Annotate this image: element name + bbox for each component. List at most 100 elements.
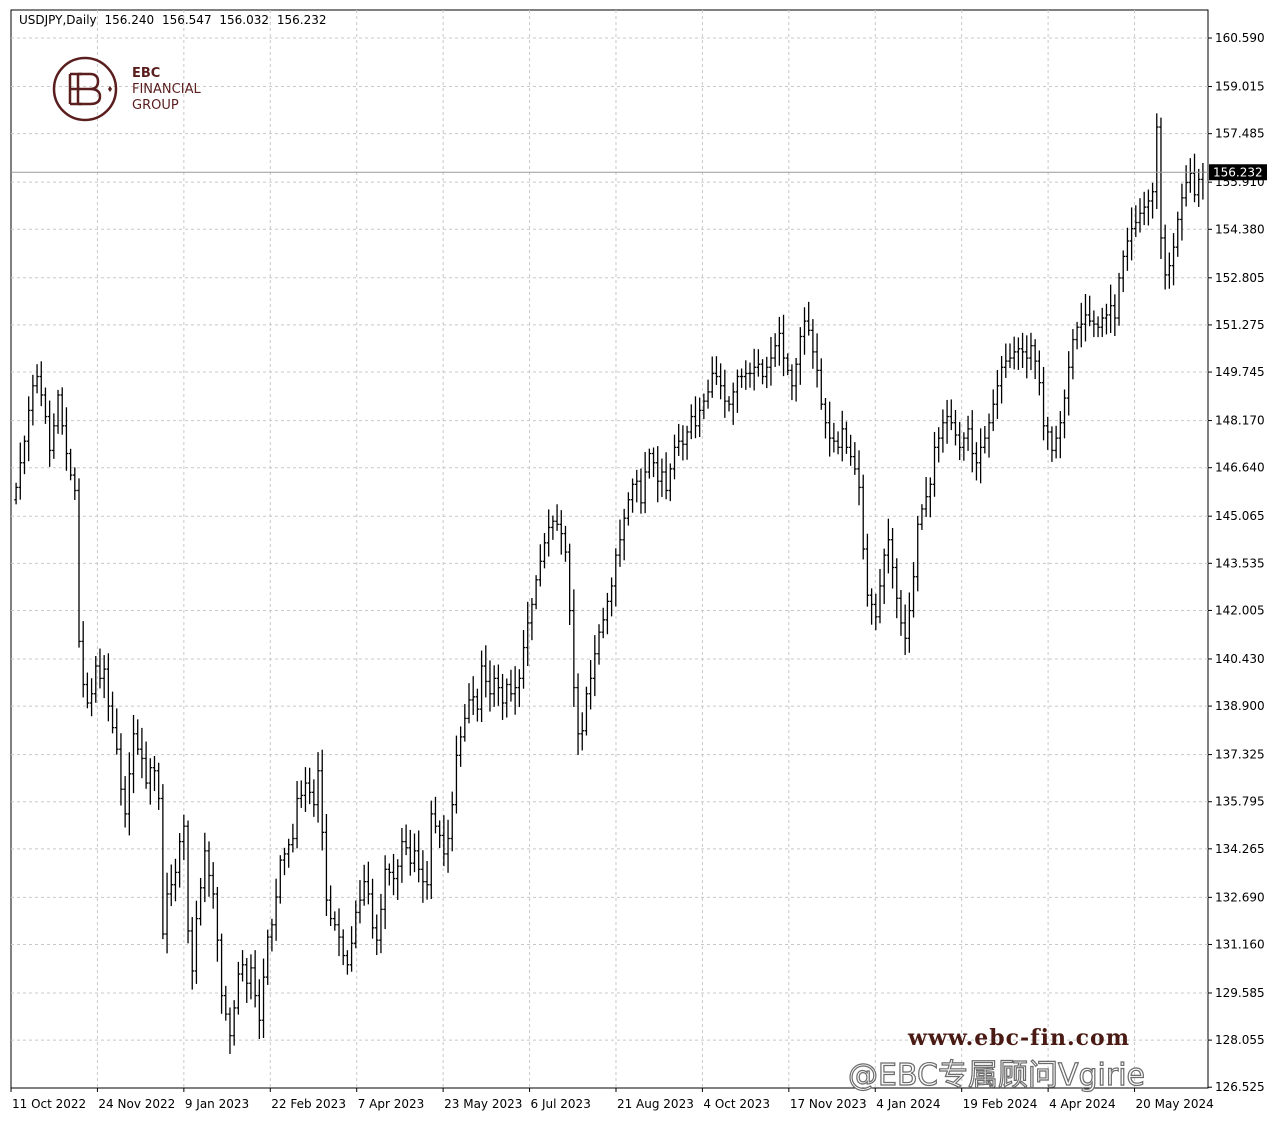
x-tick-label: 20 May 2024 (1136, 1097, 1214, 1111)
plot-frame (10, 9, 1209, 1089)
current-price-label: 156.232 (1213, 165, 1263, 179)
ohlc-bar (328, 885, 333, 927)
ohlc-bar (1037, 350, 1042, 396)
ohlc-bar (1050, 426, 1054, 462)
ohlc-bar (626, 492, 631, 526)
ohlc-bar (1062, 389, 1067, 439)
y-tick-label: 157.485 (1215, 127, 1265, 141)
ohlc-bar (152, 755, 157, 792)
ohlc-bar (714, 356, 719, 385)
ohlc-bar (660, 458, 664, 497)
ohlc-bar (408, 829, 413, 876)
ohlc-bar (228, 1007, 232, 1055)
ohlc-bar (685, 425, 689, 460)
ohlc-bar (144, 741, 148, 789)
ohlc-bar (421, 850, 425, 903)
weibo-watermark: @EBC专属顾问Vgirie (847, 1057, 1145, 1093)
ohlc-bar (643, 452, 647, 514)
ohlc-bar (479, 650, 484, 723)
ohlc-bar (437, 820, 442, 849)
ohlc-bar (848, 434, 853, 466)
ohlc-bar (790, 364, 794, 401)
logo-line-1: EBC (132, 66, 161, 81)
ohlc-bar (890, 527, 895, 589)
ohlc-bar (194, 900, 199, 984)
ohlc-bar (1058, 411, 1063, 459)
ohlc-bar (907, 592, 912, 653)
ohlc-bar (341, 929, 346, 966)
ohlc-bar (1201, 162, 1205, 200)
ohlc-bar (1121, 250, 1126, 293)
ohlc-bar (454, 735, 459, 814)
open-price: 156.240 (104, 13, 155, 27)
ohlc-bar (114, 708, 119, 755)
ohlc-bar (517, 669, 522, 708)
current-price-box (1209, 164, 1267, 181)
ohlc-bar (286, 838, 291, 868)
ohlc-bar (400, 828, 404, 883)
x-tick-label: 9 Jan 2023 (185, 1097, 249, 1111)
ohlc-bar (555, 504, 559, 531)
ohlc-bar (609, 577, 614, 617)
ohlc-bar (1020, 332, 1025, 368)
y-tick-label: 132.690 (1215, 890, 1265, 904)
ohlc-bar (89, 678, 94, 717)
ohlc-bar (1029, 332, 1033, 371)
ohlc-bar (1071, 329, 1075, 380)
ohlc-bar (190, 917, 195, 990)
ohlc-bar (131, 714, 136, 794)
ohlc-bar (270, 918, 274, 952)
ohlc-bar (1108, 284, 1113, 333)
y-tick-label: 140.430 (1215, 652, 1265, 666)
ohlc-bar (307, 767, 312, 805)
ohlc-bar (601, 607, 606, 639)
ohlc-bar (962, 432, 966, 461)
ohlc-bar (1075, 321, 1079, 350)
ohlc-bar (450, 791, 455, 852)
ohlc-bar (995, 370, 1000, 420)
ohlc-bar (1125, 227, 1130, 271)
ohlc-bar (1129, 207, 1134, 261)
ohlc-bar (1100, 307, 1105, 337)
low-price: 156.032 (219, 13, 270, 27)
ohlc-bar (119, 733, 123, 806)
ohlc-bar (442, 815, 446, 867)
ohlc-bar (639, 468, 643, 514)
ohlc-bar (605, 592, 610, 635)
ohlc-bar (899, 590, 903, 636)
ohlc-bar (718, 363, 723, 400)
ohlc-bar (387, 863, 392, 886)
ohlc-bar (672, 434, 677, 480)
ohlc-bar (257, 979, 262, 1039)
ohlc-bar (655, 446, 660, 503)
ohlc-bar (337, 908, 341, 957)
ohlc-bar (299, 780, 304, 808)
ohlc-bar (735, 369, 740, 413)
ohlc-bar (752, 348, 756, 391)
ohlc-bar (886, 518, 891, 574)
ohlc-bar (756, 349, 761, 377)
y-tick-label: 151.275 (1215, 318, 1265, 332)
ohlc-bar (999, 355, 1004, 404)
ohlc-bar (697, 397, 702, 438)
ohlc-bar (987, 413, 991, 458)
ohlc-bar (379, 893, 383, 954)
ohlc-bar (857, 450, 861, 506)
ohlc-bar (291, 823, 295, 853)
ohlc-bar (374, 914, 379, 956)
ohlc-bar (869, 588, 874, 625)
ohlc-bar (723, 369, 727, 418)
ohlc-bar (1092, 310, 1096, 338)
ohlc-bar (1175, 211, 1180, 257)
symbol-header: USDJPY,Daily 156.240 156.547 156.032 156… (19, 13, 330, 27)
ohlc-bar (198, 878, 203, 926)
ohlc-bar (1079, 302, 1084, 348)
ohlc-bar (219, 933, 224, 1014)
ohlc-bar (467, 683, 471, 724)
symbol-name: USDJPY,Daily (19, 13, 97, 27)
ohlc-bar (974, 442, 979, 481)
ohlc-bar (504, 678, 509, 718)
logo-line-2: FINANCIAL (132, 82, 201, 97)
ohlc-bar (760, 359, 765, 385)
